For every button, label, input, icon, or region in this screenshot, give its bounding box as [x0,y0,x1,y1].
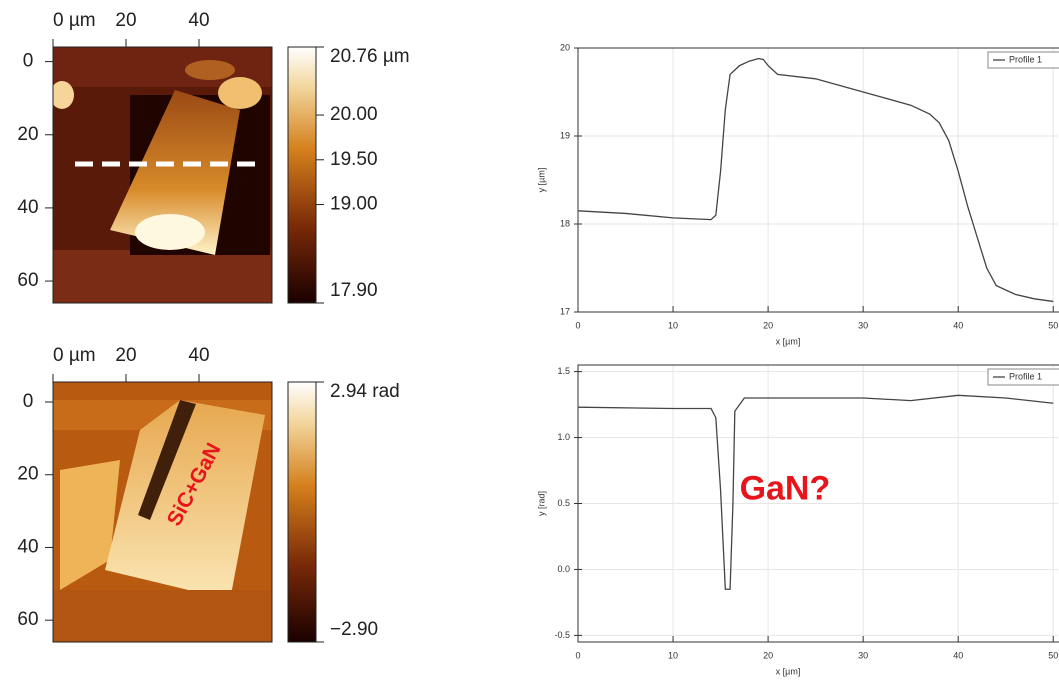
y-tick-label: 1.5 [557,366,570,376]
y-tick-label: 20 [17,464,38,485]
y-tick-label: 0.5 [557,498,570,508]
y-axis-label: y [µm] [536,168,546,193]
legend-label: Profile 1 [1009,371,1042,381]
x-tick-label: 0 [575,320,580,330]
x-tick-label: 10 [668,320,678,330]
profile-line [577,57,1054,303]
x-tick-label: 20 [763,320,773,330]
x-tick-label: 40 [188,10,209,31]
colorbar-tick-label: 17.90 [330,280,378,301]
x-tick-label: 20 [115,345,136,366]
colorbar-tick-label: 19.00 [330,194,378,215]
x-tick-label: 20 [763,650,773,660]
y-tick-label: 18 [560,218,570,228]
x-tick-label: 50 [1048,320,1058,330]
y-tick-label: 0 [23,51,34,72]
legend-box [987,51,1059,69]
y-tick-label: 20 [17,124,38,145]
y-tick-label: 40 [17,536,38,557]
y-tick-label: 0.0 [557,564,570,574]
height-map [53,47,272,303]
y-tick-label: -0.5 [554,630,570,640]
legend-label: Profile 1 [1009,54,1042,64]
profile-line [577,394,1054,590]
x-tick-label: 10 [668,650,678,660]
plot: 0 10 20 30 40 50 [575,48,1058,330]
y-tick-label: 17 [560,306,570,316]
plot-frame [577,47,1059,313]
x-tick-label: 20 [115,10,136,31]
y-tick-label: 19 [560,130,570,140]
x-tick-label: 30 [858,320,868,330]
y-axis-label: y [rad] [536,491,546,516]
colorbar [287,381,317,643]
colorbar-tick-label: 2.94 rad [330,381,400,402]
x-axis-label: x [µm] [776,666,801,676]
x-axis-label: x [µm] [776,336,801,346]
y-tick-label: 1.0 [557,432,570,442]
annotation: GaN? [740,469,831,507]
y-tick-label: 60 [17,609,38,630]
phase-map: SiC+GaN [53,382,272,642]
x-tick-label: 40 [188,345,209,366]
x-tick-label: 0 [575,650,580,660]
y-tick-label: 20 [560,42,570,52]
y-tick-label: 60 [17,270,38,291]
y-tick-label: 40 [17,197,38,218]
colorbar-tick-label: 20.76 µm [330,46,410,67]
colorbar-tick-label: 19.50 [330,149,378,170]
x-tick-label: 30 [858,650,868,660]
x-tick-label: 50 [1048,650,1058,660]
colorbar [287,46,317,304]
plot-frame [577,364,1059,643]
x-tick-label: 0 µm [53,10,96,31]
x-tick-label: 40 [953,650,963,660]
image-frame [52,46,273,304]
legend-box [987,368,1059,386]
x-tick-label: 0 µm [53,345,96,366]
plot: 0 10 20 30 40 50 [575,365,1058,660]
colorbar-tick-label: 20.00 [330,104,378,125]
colorbar-tick-label: −2.90 [330,619,378,640]
y-tick-label: 0 [23,391,34,412]
x-tick-label: 40 [953,320,963,330]
image-frame [52,381,273,643]
